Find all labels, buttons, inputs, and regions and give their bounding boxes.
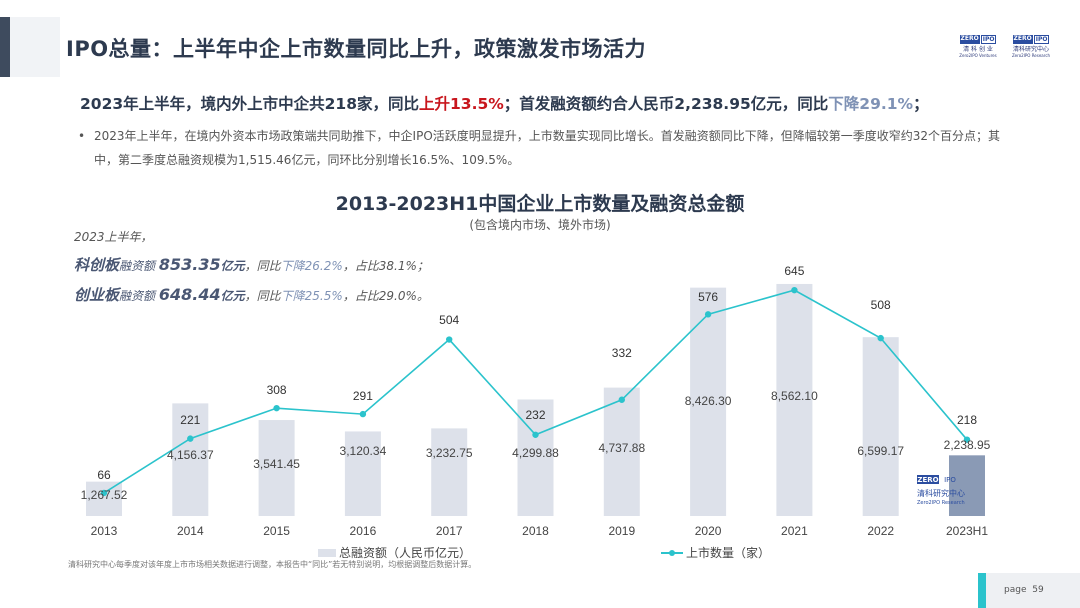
count-label: 332 bbox=[612, 346, 632, 360]
value-label: 4,299.88 bbox=[512, 446, 559, 460]
point-2022 bbox=[877, 334, 884, 342]
point-2017 bbox=[446, 336, 453, 343]
count-label: 232 bbox=[525, 408, 545, 422]
x-tick-label: 2017 bbox=[436, 524, 463, 538]
legend-bar-swatch bbox=[318, 549, 336, 557]
header-accent-bar bbox=[0, 17, 10, 77]
point-2020 bbox=[704, 311, 712, 318]
point-2019 bbox=[618, 396, 625, 403]
count-label: 504 bbox=[439, 313, 459, 327]
x-tick-label: 2021 bbox=[781, 524, 808, 538]
point-2021 bbox=[791, 286, 798, 294]
value-label: 4,737.88 bbox=[598, 441, 645, 455]
bar-2018 bbox=[517, 399, 554, 516]
legend-line-label: 上市数量（家） bbox=[686, 545, 770, 560]
point-2015 bbox=[273, 404, 280, 412]
x-tick-label: 2020 bbox=[695, 524, 722, 538]
value-label: 1,267.52 bbox=[81, 488, 128, 502]
bar-2014 bbox=[172, 403, 209, 516]
x-tick-label: 2013 bbox=[91, 524, 118, 538]
count-label: 308 bbox=[267, 383, 287, 397]
chart-subtitle: (包含境内市场、境外市场) bbox=[469, 218, 611, 232]
zero2ipo-ventures-logo: ZERO IPO 清 科 创 业 Zero2IPO Ventures bbox=[959, 35, 997, 58]
headline-summary: 2023年上半年，境内外上市中企共218家，同比上升13.5%；首发融资额约合人… bbox=[80, 95, 929, 113]
x-tick-label: 2023H1 bbox=[946, 524, 988, 538]
watermark-name: 清科研究中心 bbox=[917, 488, 965, 498]
note-star-market: 科创板融资额 853.35亿元，同比下降26.2%，占比38.1%； bbox=[74, 255, 429, 274]
value-label: 6,599.17 bbox=[857, 444, 904, 458]
bar-2015 bbox=[258, 420, 295, 516]
x-tick-label: 2022 bbox=[867, 524, 894, 538]
x-tick-label: 2015 bbox=[263, 524, 290, 538]
bar-2023H1 bbox=[949, 455, 985, 516]
watermark-ipo: IPO bbox=[944, 476, 956, 484]
value-label: 3,232.75 bbox=[426, 446, 473, 460]
x-tick-label: 2016 bbox=[350, 524, 377, 538]
watermark-zero: ZERO bbox=[917, 476, 938, 484]
point-2016 bbox=[359, 410, 367, 418]
point-2013 bbox=[100, 489, 108, 497]
chart-title: 2013-2023H1中国企业上市数量及融资总金额 bbox=[335, 193, 745, 215]
count-label: 66 bbox=[97, 468, 111, 482]
value-label: 3,541.45 bbox=[253, 457, 300, 471]
x-tick-label: 2018 bbox=[522, 524, 549, 538]
value-label: 2,238.95 bbox=[944, 438, 991, 452]
bar-2013 bbox=[86, 481, 122, 516]
x-tick-label: 2019 bbox=[608, 524, 635, 538]
zero2ipo-research-logo: ZERO IPO 清科研究中心 Zero2IPO Research bbox=[1011, 35, 1051, 58]
note-intro: 2023上半年， bbox=[74, 230, 153, 244]
point-2018 bbox=[532, 431, 539, 438]
count-label: 291 bbox=[353, 389, 373, 403]
count-label: 576 bbox=[698, 290, 718, 304]
count-label: 508 bbox=[871, 298, 891, 312]
value-label: 8,562.10 bbox=[771, 389, 818, 403]
header-band bbox=[0, 17, 60, 77]
value-label: 3,120.34 bbox=[340, 444, 387, 458]
bullet-text: 2023年上半年，在境内外资本市场政策端共同助推下，中企IPO活跃度明显提升，上… bbox=[78, 124, 1008, 172]
value-label: 8,426.30 bbox=[685, 394, 732, 408]
page-indicator: page 59 bbox=[978, 573, 1080, 608]
x-tick-label: 2014 bbox=[177, 524, 204, 538]
legend-line-marker bbox=[669, 550, 675, 556]
bar-2017 bbox=[431, 428, 468, 516]
count-label: 218 bbox=[957, 413, 977, 427]
note-chinext: 创业板融资额 648.44亿元，同比下降25.5%，占比29.0%。 bbox=[74, 285, 429, 304]
watermark-zero-box bbox=[917, 475, 939, 484]
watermark-sub: Zero2IPO Research bbox=[917, 500, 965, 506]
point-2014 bbox=[187, 435, 194, 442]
bar-2019 bbox=[603, 387, 640, 516]
legend-bar-label: 总融资额（人民币亿元） bbox=[339, 545, 471, 560]
bar-2022 bbox=[862, 337, 899, 516]
bar-2021 bbox=[776, 283, 813, 516]
point-2023H1 bbox=[963, 436, 971, 443]
value-label: 4,156.37 bbox=[167, 448, 214, 462]
count-label: 221 bbox=[180, 413, 200, 427]
bar-2016 bbox=[344, 431, 381, 516]
count-label: 645 bbox=[784, 264, 804, 278]
page-title: IPO总量：上半年中企上市数量同比上升，政策激发市场活力 bbox=[66, 37, 647, 61]
footnote: 清科研究中心每季度对该年度上市市场相关数据进行调整，本报告中“同比”若无特别说明… bbox=[68, 560, 477, 569]
